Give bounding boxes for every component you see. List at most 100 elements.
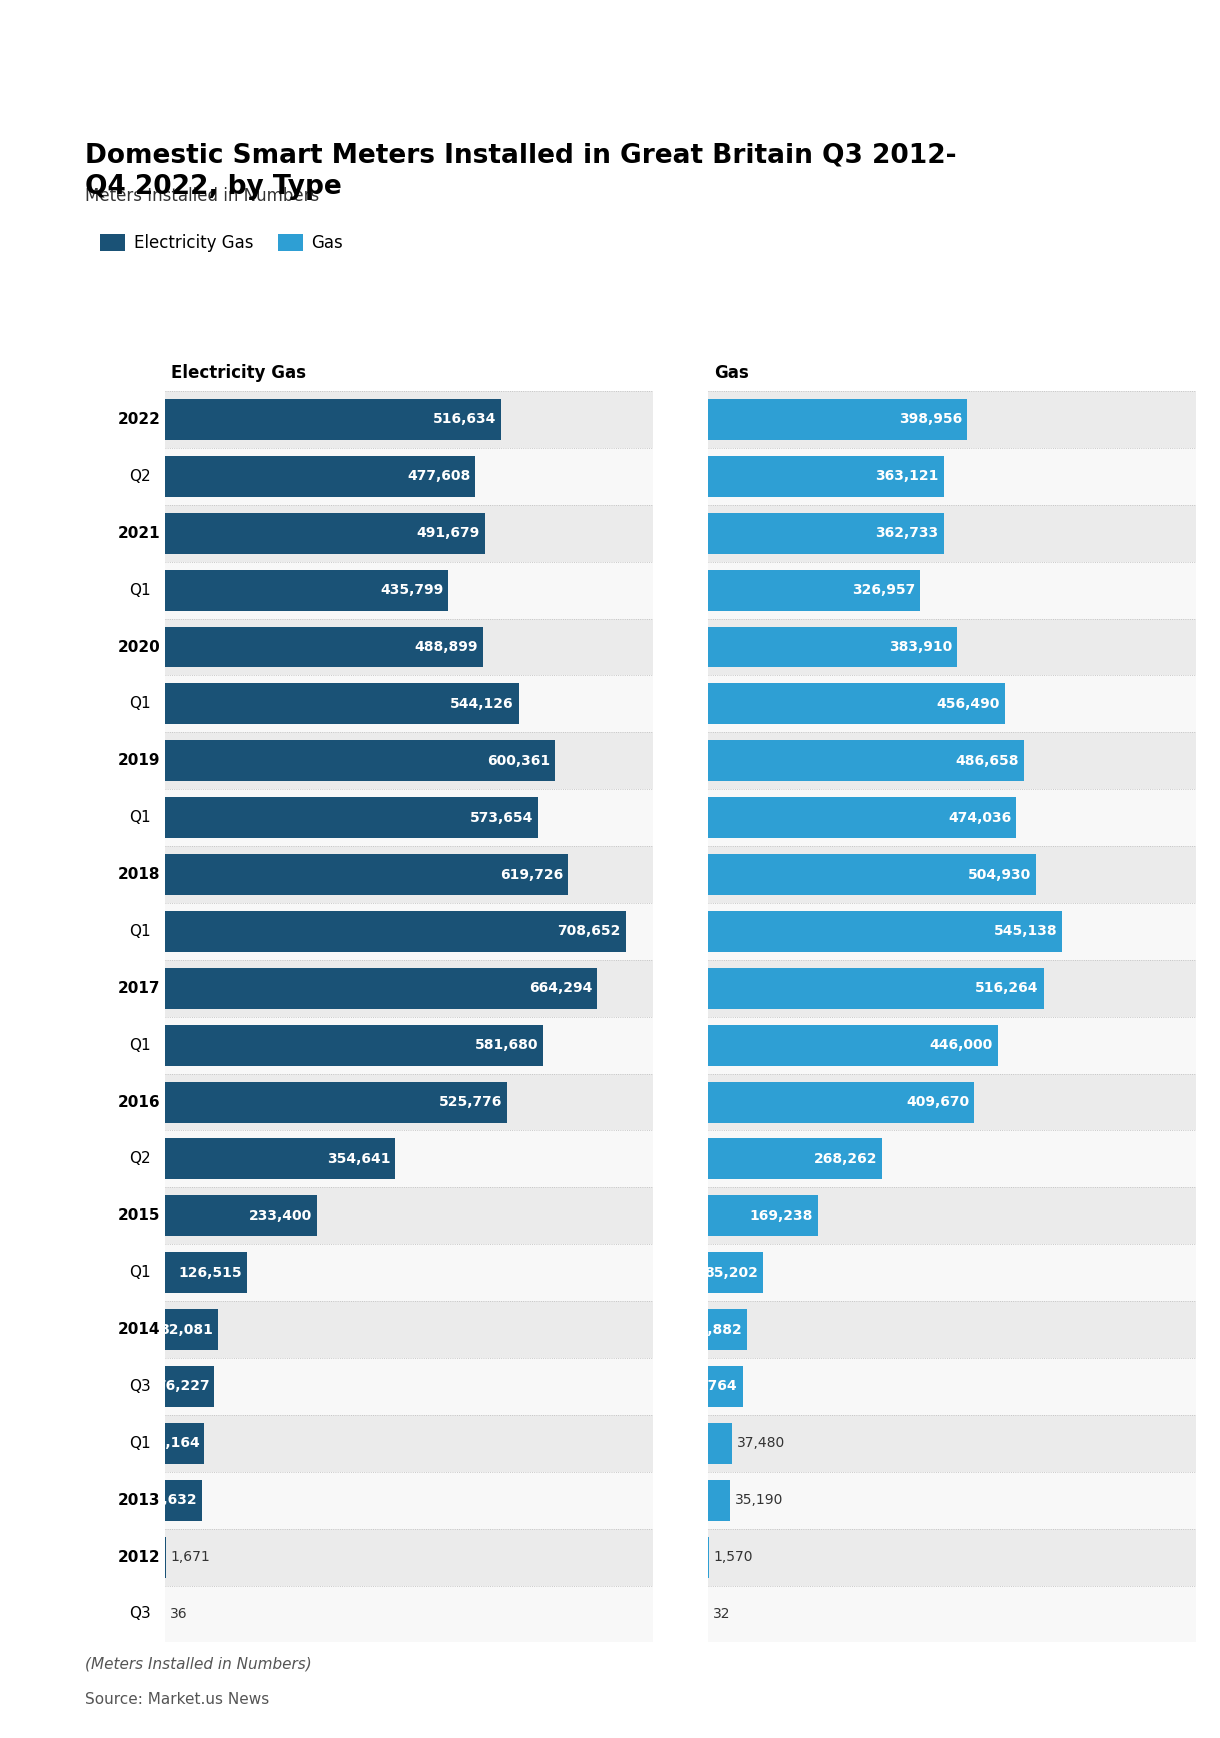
Bar — [708, 1423, 732, 1463]
Bar — [165, 561, 653, 619]
Bar — [165, 455, 476, 497]
Text: 516,634: 516,634 — [433, 412, 497, 426]
Bar — [708, 504, 1196, 561]
Text: 708,652: 708,652 — [558, 925, 621, 939]
Text: 326,957: 326,957 — [853, 584, 915, 598]
Text: 409,670: 409,670 — [906, 1095, 969, 1109]
Bar — [708, 1529, 1196, 1585]
Text: 2021: 2021 — [118, 527, 161, 541]
Text: Q1: Q1 — [129, 1436, 150, 1451]
Bar — [708, 1479, 731, 1521]
Text: 60,882: 60,882 — [688, 1323, 742, 1337]
Text: 35,190: 35,190 — [736, 1493, 783, 1507]
Bar — [165, 400, 501, 440]
Bar — [708, 1302, 1196, 1357]
Text: 36: 36 — [170, 1608, 187, 1622]
Bar — [165, 798, 538, 838]
Bar — [165, 1309, 218, 1350]
Text: Electricity Gas: Electricity Gas — [171, 365, 306, 382]
Bar — [165, 1017, 653, 1074]
Text: Q3: Q3 — [128, 1606, 150, 1622]
Text: Q1: Q1 — [129, 1038, 150, 1053]
Bar — [165, 1081, 506, 1123]
Bar — [165, 1138, 395, 1180]
Bar — [708, 1472, 1196, 1529]
Text: Q1: Q1 — [129, 1265, 150, 1281]
Text: 53,764: 53,764 — [684, 1380, 738, 1394]
Bar — [165, 968, 597, 1008]
Text: 491,679: 491,679 — [416, 527, 479, 541]
Text: 398,956: 398,956 — [899, 412, 963, 426]
Bar — [708, 846, 1196, 904]
Text: 268,262: 268,262 — [814, 1152, 877, 1166]
Text: 2022: 2022 — [118, 412, 161, 428]
Text: 362,733: 362,733 — [876, 527, 938, 541]
Bar — [708, 798, 1016, 838]
Bar — [165, 732, 653, 789]
Text: (Meters Installed in Numbers): (Meters Installed in Numbers) — [85, 1656, 312, 1672]
Text: 2020: 2020 — [118, 640, 161, 655]
Text: 383,910: 383,910 — [889, 640, 953, 653]
Text: 516,264: 516,264 — [975, 982, 1038, 996]
Text: Domestic Smart Meters Installed in Great Britain Q3 2012-
Q4 2022, by Type: Domestic Smart Meters Installed in Great… — [85, 143, 956, 200]
Bar — [165, 1130, 653, 1187]
Bar — [708, 732, 1196, 789]
Bar — [165, 1187, 653, 1244]
Bar — [708, 1074, 1196, 1130]
Bar — [708, 1357, 1196, 1415]
Bar — [165, 1025, 543, 1065]
Text: 76,227: 76,227 — [156, 1380, 210, 1394]
Bar — [165, 391, 653, 448]
Bar — [708, 1309, 747, 1350]
Legend: Electricity Gas, Gas: Electricity Gas, Gas — [94, 228, 350, 259]
Text: Q1: Q1 — [129, 697, 150, 711]
Bar — [165, 789, 653, 846]
Bar — [708, 1130, 1196, 1187]
Bar — [165, 1415, 653, 1472]
Text: 477,608: 477,608 — [407, 469, 471, 483]
Bar — [165, 1074, 653, 1130]
Text: 126,515: 126,515 — [178, 1265, 242, 1279]
Bar — [708, 561, 1196, 619]
Text: 2016: 2016 — [118, 1095, 161, 1109]
Text: 525,776: 525,776 — [438, 1095, 501, 1109]
Bar — [165, 846, 653, 904]
Text: Q2: Q2 — [129, 1152, 150, 1166]
Text: Gas: Gas — [714, 365, 748, 382]
Text: 2015: 2015 — [118, 1208, 161, 1224]
Text: 544,126: 544,126 — [450, 697, 514, 711]
Bar — [708, 789, 1196, 846]
Bar — [165, 448, 653, 504]
Text: 233,400: 233,400 — [249, 1210, 311, 1224]
Text: 504,930: 504,930 — [967, 867, 1031, 881]
Bar — [708, 1366, 743, 1408]
Text: 2017: 2017 — [118, 980, 161, 996]
Bar — [165, 1472, 653, 1529]
Text: 446,000: 446,000 — [930, 1038, 993, 1051]
Text: 32: 32 — [712, 1608, 730, 1622]
Bar — [165, 676, 653, 732]
Text: 486,658: 486,658 — [956, 754, 1020, 768]
Bar — [165, 740, 555, 782]
Bar — [708, 1187, 1196, 1244]
Bar — [165, 1302, 653, 1357]
Bar — [708, 683, 1004, 725]
Text: 1,671: 1,671 — [171, 1550, 210, 1564]
Bar — [708, 853, 1036, 895]
Bar — [708, 619, 1196, 676]
Bar — [165, 1423, 205, 1463]
Bar — [708, 1081, 974, 1123]
Text: Meters Installed in Numbers: Meters Installed in Numbers — [85, 188, 320, 205]
Bar — [708, 626, 958, 667]
Bar — [165, 904, 653, 959]
Text: 2014: 2014 — [118, 1323, 161, 1337]
Bar — [708, 1585, 1196, 1642]
Bar — [165, 570, 448, 610]
Text: 82,081: 82,081 — [160, 1323, 213, 1337]
Bar — [165, 1251, 246, 1293]
Bar — [165, 1196, 316, 1236]
Bar — [165, 911, 626, 952]
Text: 363,121: 363,121 — [876, 469, 939, 483]
Bar — [165, 853, 569, 895]
Text: 600,361: 600,361 — [487, 754, 550, 768]
